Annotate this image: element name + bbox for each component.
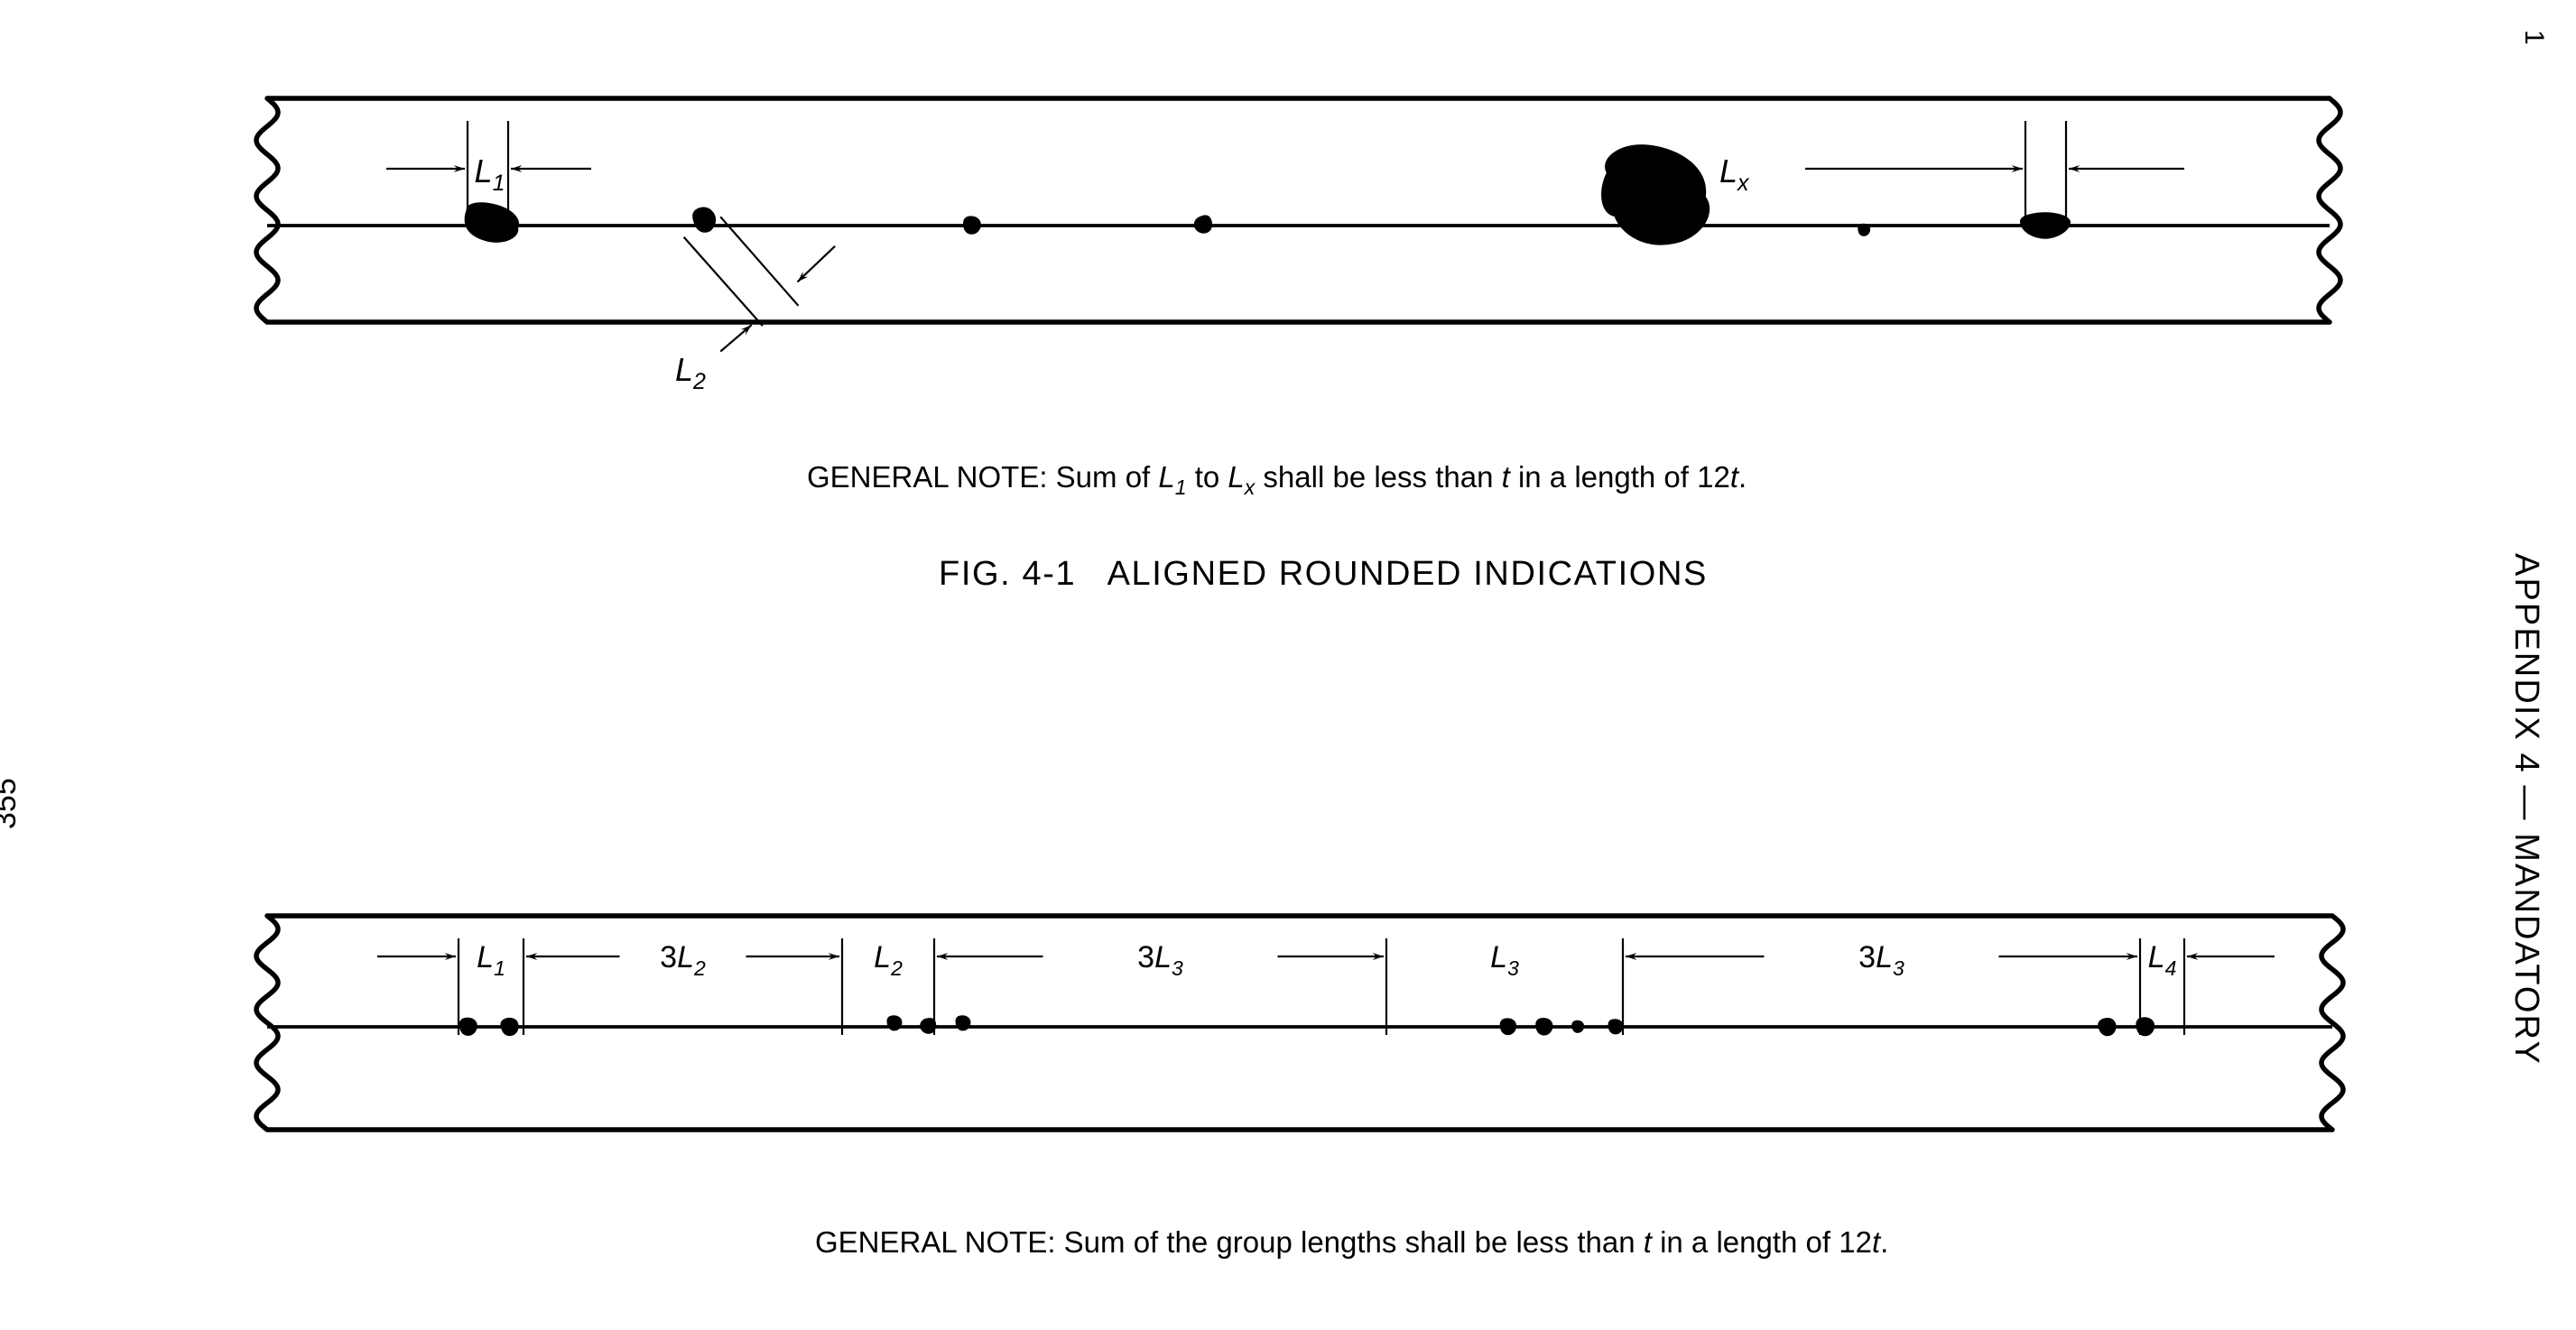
svg-text:FIG. 4-1 ALIGNED ROUNDED IND: FIG. 4-1 ALIGNED ROUNDED INDICATIONS xyxy=(939,555,1708,593)
svg-text:GENERAL NOTE: Sum of L1 to Lx: GENERAL NOTE: Sum of L1 to Lx shall be l… xyxy=(807,460,1747,499)
svg-text:APPENDIX 4 — MANDATORY: APPENDIX 4 — MANDATORY xyxy=(2507,553,2545,1066)
svg-text:GENERAL NOTE: Sum of the group: GENERAL NOTE: Sum of the group lengths s… xyxy=(815,1225,1888,1259)
svg-text:1: 1 xyxy=(2519,30,2549,45)
svg-text:355: 355 xyxy=(0,778,23,829)
